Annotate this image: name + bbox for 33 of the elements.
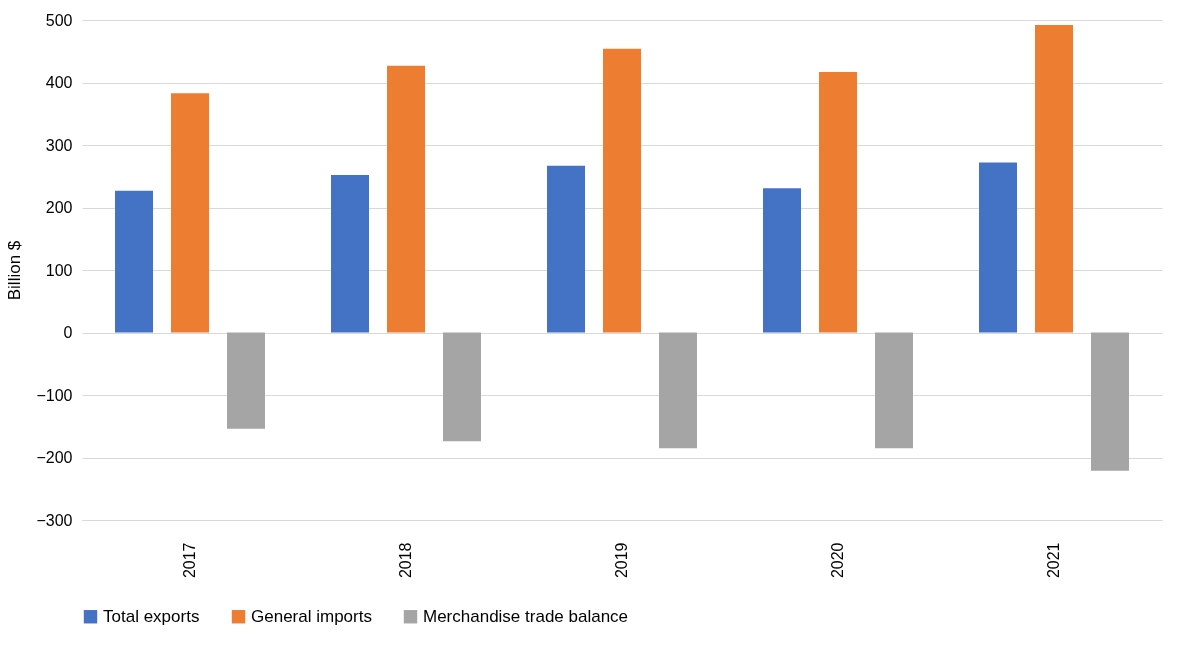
- y-axis-title: Billion $: [5, 240, 25, 301]
- y-tick-label: 0: [63, 324, 73, 341]
- y-tick-label: −200: [36, 449, 73, 466]
- bar: [1035, 25, 1073, 333]
- bar: [819, 71, 857, 333]
- x-tick-label: 2019: [613, 542, 630, 579]
- bar: [171, 93, 209, 333]
- bar: [443, 332, 481, 442]
- bar: [1091, 332, 1129, 471]
- x-tick-label: 2017: [181, 542, 198, 579]
- bar: [603, 48, 641, 333]
- bar: [979, 162, 1017, 333]
- y-tick-label: 200: [45, 199, 73, 216]
- legend-label: General imports: [251, 606, 372, 626]
- bar: [115, 190, 153, 333]
- bar: [547, 165, 585, 333]
- bar: [659, 332, 697, 449]
- y-tick-label: 500: [45, 11, 73, 29]
- bar: [331, 175, 369, 333]
- bar: [227, 332, 265, 429]
- y-tick-label: 300: [45, 136, 73, 154]
- bar: [875, 332, 913, 449]
- y-tick-label: −100: [36, 386, 73, 404]
- legend-label: Total exports: [103, 606, 200, 626]
- y-tick-label: 400: [45, 74, 73, 91]
- bar: [387, 65, 425, 333]
- legend-label: Merchandise trade balance: [423, 606, 629, 626]
- x-tick-label: 2021: [1045, 542, 1062, 579]
- bar: [763, 188, 801, 333]
- x-tick-label: 2020: [829, 542, 846, 579]
- y-tick-label: −300: [36, 511, 73, 529]
- y-tick-label: 100: [45, 261, 73, 279]
- x-tick-label: 2018: [397, 542, 414, 579]
